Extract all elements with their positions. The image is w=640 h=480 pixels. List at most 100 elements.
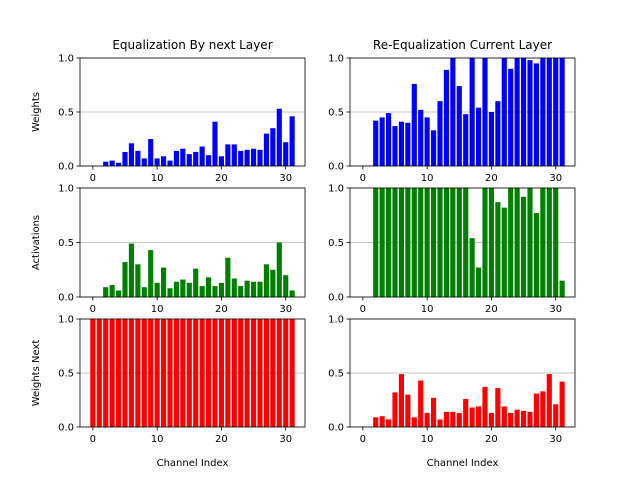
bar [559, 58, 565, 166]
bar [405, 394, 411, 427]
bar [373, 120, 379, 166]
bar [514, 188, 520, 297]
x-tick-label: 30 [279, 304, 292, 315]
bar [167, 319, 173, 427]
bar [476, 267, 482, 297]
x-tick-label: 30 [549, 304, 562, 315]
bar [482, 188, 488, 297]
bar [109, 285, 115, 297]
bar [238, 319, 244, 427]
bar [540, 391, 546, 427]
bar [231, 144, 237, 166]
bar [392, 126, 398, 166]
bar [141, 287, 147, 297]
bar [167, 288, 173, 297]
plot-area [373, 58, 565, 166]
bar [469, 58, 475, 166]
bar [231, 278, 237, 297]
bar [482, 387, 488, 427]
bar [122, 262, 128, 297]
bar [379, 416, 385, 427]
bar [180, 319, 186, 427]
x-tick-label: 30 [279, 173, 292, 184]
bar [128, 319, 134, 427]
x-tick-label: 0 [360, 304, 366, 315]
bar [514, 409, 520, 427]
bar [418, 380, 424, 427]
bar [437, 419, 443, 427]
bar [411, 417, 417, 427]
bar [173, 281, 179, 297]
bar [540, 58, 546, 166]
y-tick-label: 0.5 [58, 108, 74, 119]
bar [450, 58, 456, 166]
bar [225, 257, 231, 297]
bar [276, 319, 282, 427]
bar [283, 275, 289, 297]
bar [206, 277, 212, 297]
bar [238, 150, 244, 166]
bar [411, 188, 417, 297]
bar [431, 397, 437, 427]
x-tick-label: 20 [485, 434, 498, 445]
bar [283, 142, 289, 166]
bar [199, 286, 205, 297]
bar [379, 117, 385, 166]
bar [508, 412, 514, 427]
bar [443, 188, 449, 297]
bar [103, 319, 109, 427]
bar [199, 146, 205, 166]
bar [109, 160, 115, 166]
bar [244, 149, 250, 166]
bar [443, 411, 449, 427]
bar [495, 101, 501, 166]
bar [379, 188, 385, 297]
x-axis-label: Channel Index [427, 458, 499, 469]
bar [263, 319, 269, 427]
bar [148, 250, 154, 297]
bar [411, 83, 417, 166]
bar [488, 412, 494, 427]
bar [424, 412, 430, 427]
y-axis-label: Activations [31, 215, 42, 270]
bar [450, 411, 456, 427]
bar [553, 404, 559, 427]
y-tick-label: 0.0 [328, 293, 344, 304]
bar [386, 188, 392, 297]
bar [527, 411, 533, 427]
bar [501, 406, 507, 427]
bar [443, 69, 449, 166]
bar [469, 407, 475, 427]
bar [398, 374, 404, 427]
bar [251, 319, 257, 427]
plot-area [373, 188, 565, 297]
bar [231, 319, 237, 427]
bar [431, 188, 437, 297]
bar [212, 319, 218, 427]
x-tick-label: 0 [90, 434, 96, 445]
bar [283, 319, 289, 427]
y-tick-label: 0.5 [328, 108, 344, 119]
x-tick-label: 0 [90, 304, 96, 315]
x-tick-label: 10 [151, 434, 164, 445]
bar [263, 133, 269, 166]
bar [289, 116, 295, 166]
y-tick-label: 0.5 [58, 369, 74, 380]
bar [244, 280, 250, 297]
bar [141, 319, 147, 427]
bar [257, 319, 263, 427]
bar [431, 130, 437, 166]
bar [212, 121, 218, 166]
bar [206, 155, 212, 166]
bar [289, 319, 295, 427]
bar [109, 319, 115, 427]
y-tick-label: 0.0 [58, 293, 74, 304]
x-tick-label: 30 [549, 434, 562, 445]
bar [508, 68, 514, 166]
x-tick-label: 20 [485, 304, 498, 315]
y-tick-label: 1.0 [328, 184, 344, 195]
bar [392, 392, 398, 427]
bar [186, 282, 192, 297]
bar [154, 282, 160, 297]
